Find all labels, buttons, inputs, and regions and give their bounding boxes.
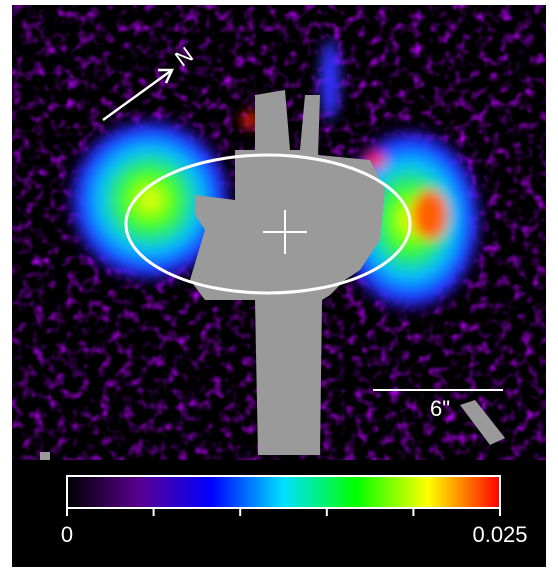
figure: N 6" 00.025	[0, 0, 558, 569]
colorbar-tick-label: 0.025	[472, 522, 527, 547]
colorbar-tick-label: 0	[61, 522, 73, 547]
colorbar	[67, 476, 500, 508]
scale-label: 6"	[430, 396, 450, 421]
